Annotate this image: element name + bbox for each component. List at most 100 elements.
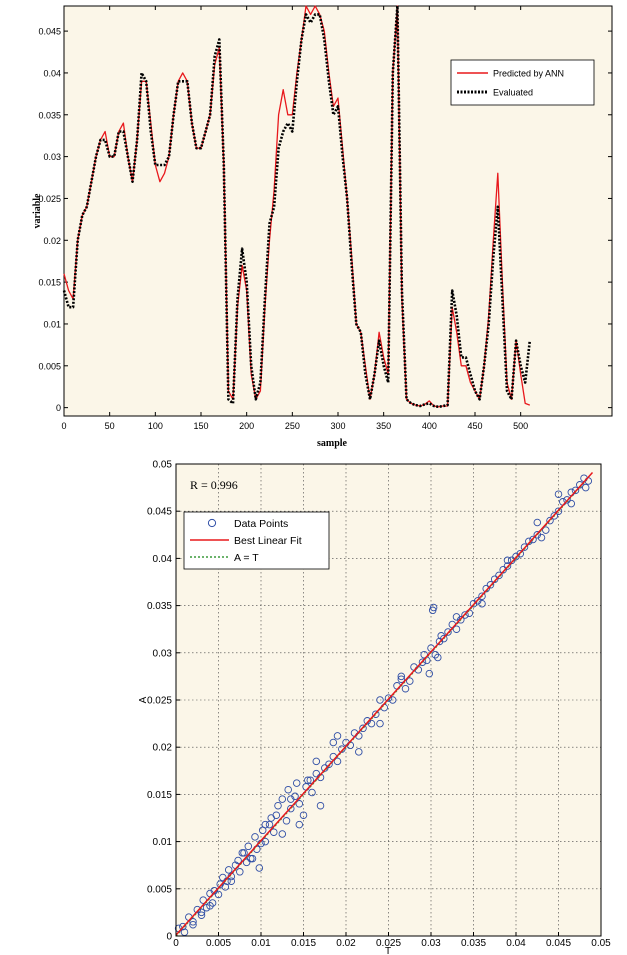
scatter-chart-x-tick-label: 0 xyxy=(173,938,179,949)
data-point xyxy=(251,833,259,841)
data-point xyxy=(287,804,295,813)
line-chart-x-tick-label: 100 xyxy=(148,421,163,431)
scatter-chart-x-ticks: 0 0.005 0.01 0.015 0.02 0.025 0.03 0.035 0.04 0.0… xyxy=(173,932,611,949)
scatter-chart-y-axis-label: A xyxy=(138,696,149,703)
line-chart-x-tick-label: 450 xyxy=(467,421,482,431)
line-chart-x-tick-label: 50 xyxy=(105,421,115,431)
data-point xyxy=(299,811,308,819)
data-point xyxy=(495,571,503,580)
data-point xyxy=(179,922,187,931)
data-point xyxy=(219,873,227,882)
data-point xyxy=(550,512,559,520)
data-point xyxy=(292,779,301,787)
data-point xyxy=(388,696,397,704)
data-point xyxy=(429,603,438,612)
series-evaluated-line xyxy=(62,4,532,409)
scatter-chart-y-tick-label: 0.02 xyxy=(153,743,173,754)
line-chart-y-axis-label: variable xyxy=(32,193,43,229)
data-point xyxy=(355,748,363,756)
data-point xyxy=(503,556,512,565)
scatter-chart-y-tick-label: 0.005 xyxy=(147,884,172,895)
line-chart-y-tick-label: 0.04 xyxy=(43,68,61,78)
data-point xyxy=(406,677,414,685)
data-point xyxy=(533,518,542,527)
scatter-chart-x-tick-label: 0.045 xyxy=(546,938,571,949)
data-point xyxy=(244,842,253,851)
line-chart-y-tick-label: 0.03 xyxy=(43,152,61,162)
data-point xyxy=(210,886,219,895)
data-point xyxy=(478,599,486,608)
data-point xyxy=(312,769,321,778)
scatter-chart-y-tick-label: 0 xyxy=(166,932,172,943)
scatter-chart-y-tick-label: 0.045 xyxy=(147,507,172,518)
scatter-chart-x-tick-label: 0.005 xyxy=(206,938,231,949)
legend-best-fit-label: Best Linear Fit xyxy=(234,535,302,547)
data-point xyxy=(367,719,376,728)
line-chart-x-tick-label: 350 xyxy=(376,421,391,431)
line-chart-series xyxy=(62,4,532,409)
data-point xyxy=(384,694,393,702)
data-point xyxy=(247,854,255,863)
data-point xyxy=(567,499,576,508)
data-point xyxy=(397,675,406,683)
data-point xyxy=(554,490,563,498)
data-point xyxy=(274,801,282,810)
line-chart-x-tick-label: 400 xyxy=(422,421,437,431)
data-point xyxy=(261,820,270,829)
scatter-chart-y-tick-label: 0.03 xyxy=(153,648,173,659)
best-fit-line xyxy=(175,471,594,936)
data-point xyxy=(418,658,427,666)
data-point xyxy=(255,864,264,872)
data-point xyxy=(321,764,329,772)
scatter-chart-x-tick-label: 0.015 xyxy=(291,938,316,949)
scatter-chart: 0 0.005 0.01 0.015 0.02 0.025 0.03 0.035 0.04 0.0… xyxy=(138,460,611,955)
data-point xyxy=(571,486,580,495)
data-point xyxy=(197,908,206,917)
data-point xyxy=(516,549,525,558)
data-point xyxy=(444,628,452,636)
line-chart-y-ticks: 0 0.005 0.01 0.015 0.02 0.025 0.03 0.035 0.04 0.0… xyxy=(38,27,612,413)
data-point xyxy=(478,592,486,600)
data-point xyxy=(490,575,499,583)
data-point xyxy=(440,634,448,643)
scatter-chart-x-tick-label: 0.04 xyxy=(506,938,526,949)
data-point xyxy=(537,533,546,542)
data-point xyxy=(333,757,342,766)
scatter-chart-x-tick-label: 0.05 xyxy=(591,938,611,949)
data-point xyxy=(486,581,495,589)
line-chart-y-tick-label: 0.005 xyxy=(38,361,61,371)
data-point xyxy=(238,849,247,857)
data-point xyxy=(189,920,197,929)
data-point xyxy=(482,584,490,593)
legend-predicted-label: Predicted by ANN xyxy=(493,69,564,79)
scatter-chart-legend: Data Points Best Linear Fit A = T xyxy=(183,511,330,570)
data-point xyxy=(546,516,554,525)
data-point xyxy=(401,684,410,693)
line-chart-x-ticks: 0 50 100 150 200 250 300 350 400 450 500 xyxy=(61,6,528,431)
data-point xyxy=(529,535,537,544)
data-point xyxy=(189,918,197,926)
scatter-chart-y-tick-label: 0.05 xyxy=(153,460,173,471)
data-point xyxy=(461,611,469,619)
scatter-chart-x-axis-label: T xyxy=(385,946,391,955)
scatter-chart-x-tick-label: 0.02 xyxy=(336,938,356,949)
line-chart-y-tick-label: 0.035 xyxy=(38,110,61,120)
data-point xyxy=(214,890,223,899)
data-point xyxy=(306,776,315,784)
data-point xyxy=(576,481,584,489)
data-point xyxy=(325,760,333,768)
data-point xyxy=(272,811,281,819)
line-chart-y-tick-label: 0.015 xyxy=(38,278,61,288)
line-chart-y-tick-label: 0.045 xyxy=(38,27,61,37)
data-point xyxy=(208,899,217,907)
scatter-chart-y-tick-label: 0.04 xyxy=(153,554,173,565)
line-chart-x-tick-label: 200 xyxy=(239,421,254,431)
legend-data-points-label: Data Points xyxy=(234,518,288,530)
line-chart-x-tick-label: 300 xyxy=(330,421,345,431)
data-point xyxy=(542,526,550,534)
data-point xyxy=(372,710,380,718)
line-chart-y-tick-label: 0 xyxy=(56,403,61,413)
scatter-chart-x-tick-label: 0.03 xyxy=(421,938,441,949)
